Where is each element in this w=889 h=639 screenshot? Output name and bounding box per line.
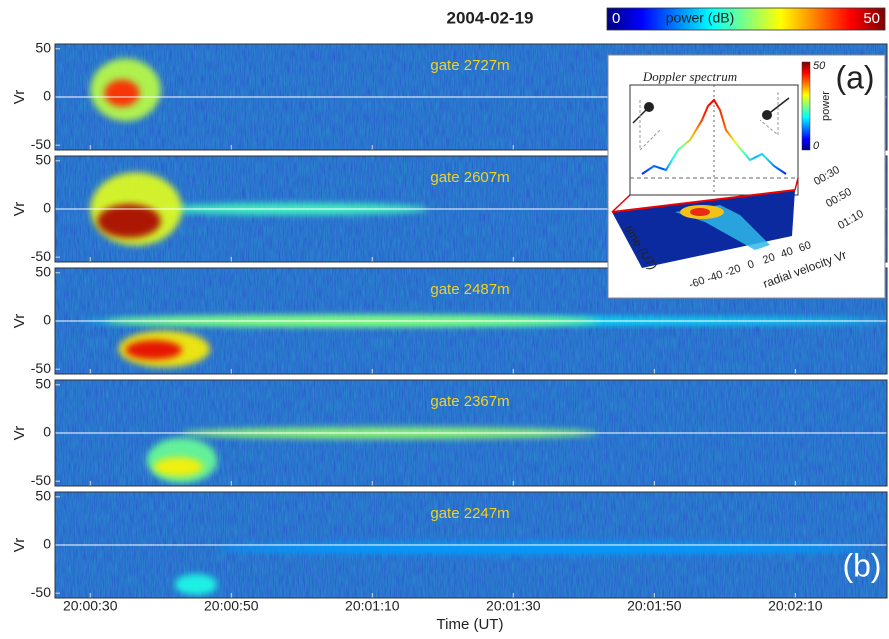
y-tick-label: 0 xyxy=(43,312,51,328)
y-tick-label: 50 xyxy=(35,152,51,168)
spectrum-line xyxy=(641,98,787,175)
inset-velocity-tick: -60 xyxy=(687,275,706,292)
inset-colorbar-tick: 0 xyxy=(813,140,820,152)
panel: -50 0 50 Vr gate 2367m xyxy=(11,376,888,488)
inset-cut-line xyxy=(611,194,631,213)
y-tick-label: -50 xyxy=(31,472,51,488)
inset-velocity-tick: 40 xyxy=(779,245,795,260)
inset-panel-label: (a) xyxy=(835,59,874,95)
gate-label: gate 2367m xyxy=(430,393,509,410)
x-tick-label: 20:00:30 xyxy=(63,598,118,614)
y-tick-label: 0 xyxy=(43,536,51,552)
y-tick-label: 50 xyxy=(35,488,51,504)
x-tick-label: 20:01:30 xyxy=(486,598,541,614)
inset-velocity-tick: 0 xyxy=(746,258,756,271)
chart-title: 2004-02-19 xyxy=(447,8,534,27)
panel-frame xyxy=(54,491,888,599)
inset-colorbar-tick: 50 xyxy=(813,60,826,72)
echo xyxy=(217,542,866,555)
inset: Doppler spectrum power (a) time (UT) rad… xyxy=(607,54,886,299)
panel: -50 0 50 Vr gate 2487m xyxy=(11,264,888,376)
y-tick-label: -50 xyxy=(31,248,51,264)
icon-arrow xyxy=(632,106,650,124)
x-tick-label: 20:02:10 xyxy=(768,598,823,614)
echo xyxy=(97,204,161,238)
icon-arrow xyxy=(759,92,779,137)
inset-colorbar-label: power xyxy=(820,91,832,121)
echo xyxy=(174,573,218,596)
inset-velocity-tick: 20 xyxy=(761,251,777,266)
y-tick-label: -50 xyxy=(31,360,51,376)
colorbar-tick-label: 0 xyxy=(612,10,620,27)
y-axis-label: Vr xyxy=(11,538,28,552)
x-tick-label: 20:01:10 xyxy=(345,598,400,614)
inset-surface xyxy=(612,190,795,268)
gate-label: gate 2487m xyxy=(430,281,509,298)
inset-surface-echo xyxy=(690,208,710,216)
panel-frame xyxy=(54,155,888,263)
panel-frame xyxy=(54,379,888,487)
colorbar-tick-label: 50 xyxy=(863,10,880,27)
y-axis-label: Vr xyxy=(11,426,28,440)
inset-velocity-tick: 60 xyxy=(797,239,813,254)
inset-colorbar xyxy=(801,61,811,151)
icon-arrow xyxy=(639,100,661,152)
echo xyxy=(104,79,140,107)
y-axis-label: Vr xyxy=(11,202,28,216)
echo xyxy=(153,457,204,477)
colorbar-scale xyxy=(606,7,886,31)
inset-cut-line xyxy=(794,177,799,191)
gate-label: gate 2607m xyxy=(430,169,509,186)
echo xyxy=(125,340,182,360)
x-axis-label: Time (UT) xyxy=(437,616,504,633)
inset-title: Doppler spectrum xyxy=(642,69,737,84)
inset-cut-line xyxy=(611,189,796,213)
inset-velocity-tick: -20 xyxy=(723,263,742,280)
x-tick-label: 20:01:50 xyxy=(627,598,682,614)
panel-label: (b) xyxy=(842,547,881,583)
colorbar: power (dB) 0 50 xyxy=(606,7,886,31)
y-tick-label: 0 xyxy=(43,88,51,104)
y-tick-label: 50 xyxy=(35,40,51,56)
gate-label: gate 2247m xyxy=(430,505,509,522)
panel-frame xyxy=(54,43,888,151)
y-tick-label: 0 xyxy=(43,200,51,216)
panel-frame xyxy=(54,267,888,375)
gate-label: gate 2727m xyxy=(430,57,509,74)
inset-velocity-tick: -40 xyxy=(705,269,724,286)
y-axis-label: Vr xyxy=(11,90,28,104)
icon-arrow xyxy=(766,97,790,116)
y-axis-label: Vr xyxy=(11,314,28,328)
y-tick-label: -50 xyxy=(31,136,51,152)
y-tick-label: 50 xyxy=(35,376,51,392)
y-tick-label: 0 xyxy=(43,424,51,440)
colorbar-label: power (dB) xyxy=(666,10,734,26)
x-tick-label: 20:00:50 xyxy=(204,598,259,614)
y-tick-label: -50 xyxy=(31,584,51,600)
y-tick-label: 50 xyxy=(35,264,51,280)
panel: -50 0 50 Vr gate 2247m xyxy=(11,488,888,600)
